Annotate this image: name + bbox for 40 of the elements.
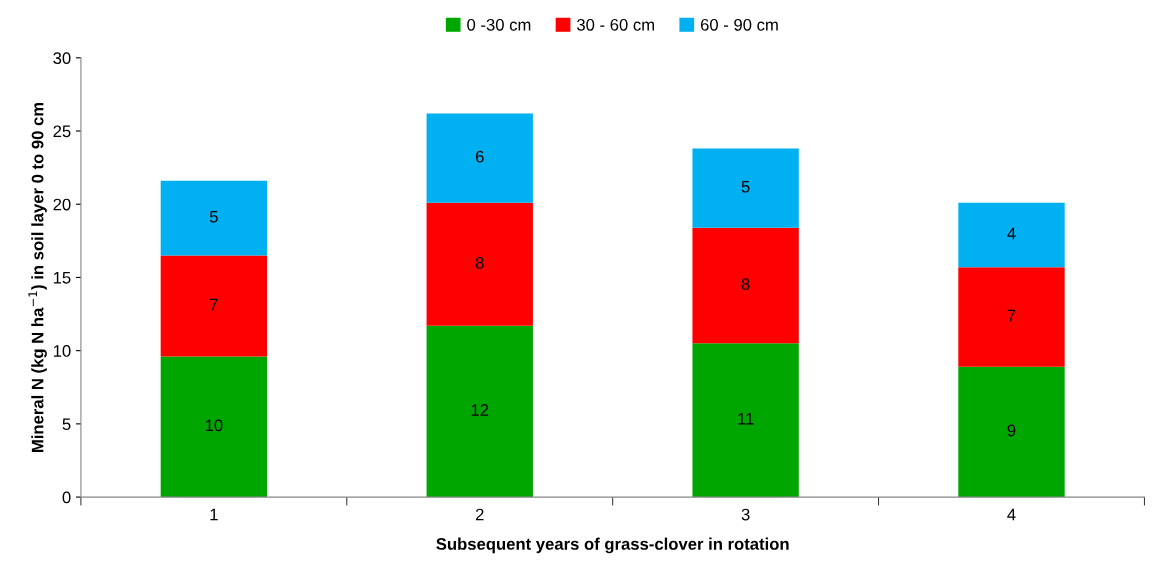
bar	[160, 356, 268, 498]
bar	[426, 113, 533, 203]
y-axis-title: Mineral N (kg N ha$^{−1}$) in soil layer 0 to 90 cm	[28, 102, 47, 452]
x-tick-label: 4	[1007, 508, 1016, 521]
bar	[958, 366, 1065, 498]
data-label: 7	[210, 298, 218, 311]
data-label: 6	[475, 150, 484, 163]
data-label: 8	[741, 278, 750, 290]
legend-label: 0 -30 cm	[467, 18, 531, 31]
data-label: 12	[471, 404, 489, 416]
x-tick-label: 3	[741, 508, 750, 521]
data-label: 11	[738, 413, 754, 425]
y-tick-label: 15	[53, 272, 71, 284]
x-tick-label: 1	[210, 508, 218, 521]
data-label: 7	[1007, 309, 1016, 322]
bar	[426, 325, 533, 498]
y-tick-label: 30	[53, 52, 71, 64]
y-tick-label: 20	[53, 198, 71, 211]
y-tick-label: 5	[62, 418, 71, 431]
data-label: 10	[205, 419, 223, 432]
legend-label: 30 - 60 cm	[577, 18, 654, 31]
bar	[692, 343, 799, 498]
data-label: 5	[741, 180, 750, 193]
y-tick-label: 0	[62, 491, 71, 504]
bar	[160, 180, 268, 256]
bar	[692, 227, 799, 344]
legend-label: 60 - 90 cm	[700, 18, 778, 31]
y-tick-label: 10	[53, 345, 71, 357]
bar	[958, 267, 1065, 367]
data-label: 4	[1007, 227, 1016, 240]
x-axis-title: Subsequent years of grass-clover in rotation	[436, 537, 789, 554]
bar	[692, 148, 799, 228]
data-label: 9	[1007, 424, 1016, 437]
data-label: 5	[209, 210, 218, 223]
y-tick-label: 25	[53, 125, 71, 138]
bar	[160, 255, 268, 357]
bar	[958, 202, 1065, 268]
data-label: 8	[475, 256, 484, 269]
x-tick-label: 2	[475, 508, 484, 521]
bar	[426, 202, 533, 326]
